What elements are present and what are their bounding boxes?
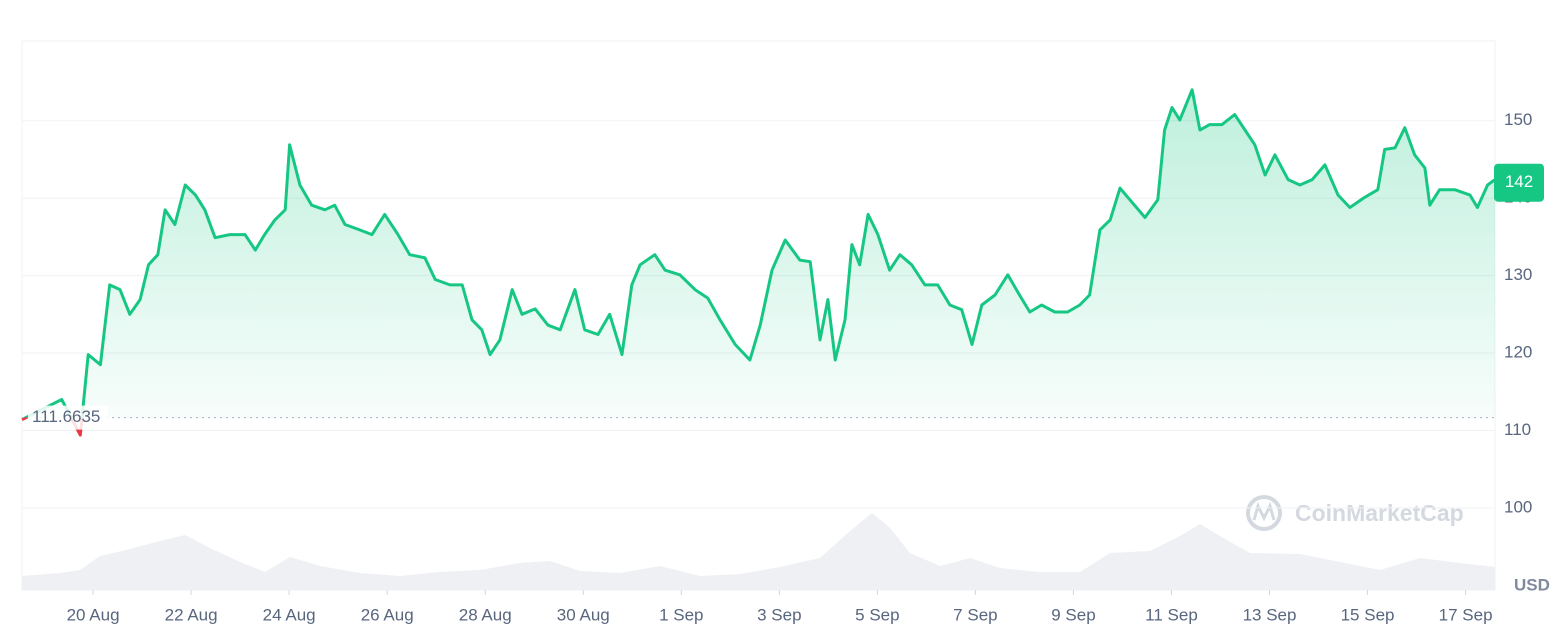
watermark-logo-mark (1252, 501, 1276, 522)
y-tick-label: 120 (1504, 343, 1532, 362)
x-tick-label: 17 Sep (1439, 605, 1493, 624)
current-price-badge (1494, 163, 1544, 202)
price-line (21, 88, 1496, 437)
watermark: CoinMarketCap (1246, 495, 1464, 531)
reference-label-bg (28, 405, 108, 430)
y-tick-label: 130 (1504, 265, 1532, 284)
x-tick-label: 20 Aug (67, 605, 120, 624)
x-tick-label: 22 Aug (165, 605, 218, 624)
x-tick-label: 5 Sep (855, 605, 899, 624)
y-tick-label: 100 (1504, 497, 1532, 516)
x-tick-label: 13 Sep (1243, 605, 1297, 624)
x-tick-label: 9 Sep (1051, 605, 1095, 624)
y-unit: USD (1514, 575, 1550, 594)
x-tick-label: 30 Aug (557, 605, 610, 624)
watermark-text: CoinMarketCap (1295, 500, 1464, 526)
x-tick-label: 11 Sep (1145, 605, 1198, 624)
x-tick-label: 7 Sep (953, 605, 997, 624)
x-tick-label: 26 Aug (361, 605, 414, 624)
x-tick-label: 24 Aug (263, 605, 316, 624)
price-area (22, 89, 1495, 418)
current-price-label: 142 (1505, 172, 1533, 191)
x-tick-label: 15 Sep (1341, 605, 1395, 624)
y-tick-label: 110 (1504, 420, 1531, 439)
reference-label: 111.6635 (32, 407, 100, 426)
volume-area (22, 513, 1495, 590)
x-tick-label: 1 Sep (659, 605, 703, 624)
x-tick-label: 28 Aug (459, 605, 512, 624)
watermark-logo (1246, 495, 1282, 531)
y-tick-label: 150 (1504, 110, 1532, 129)
x-tick-label: 3 Sep (757, 605, 801, 624)
